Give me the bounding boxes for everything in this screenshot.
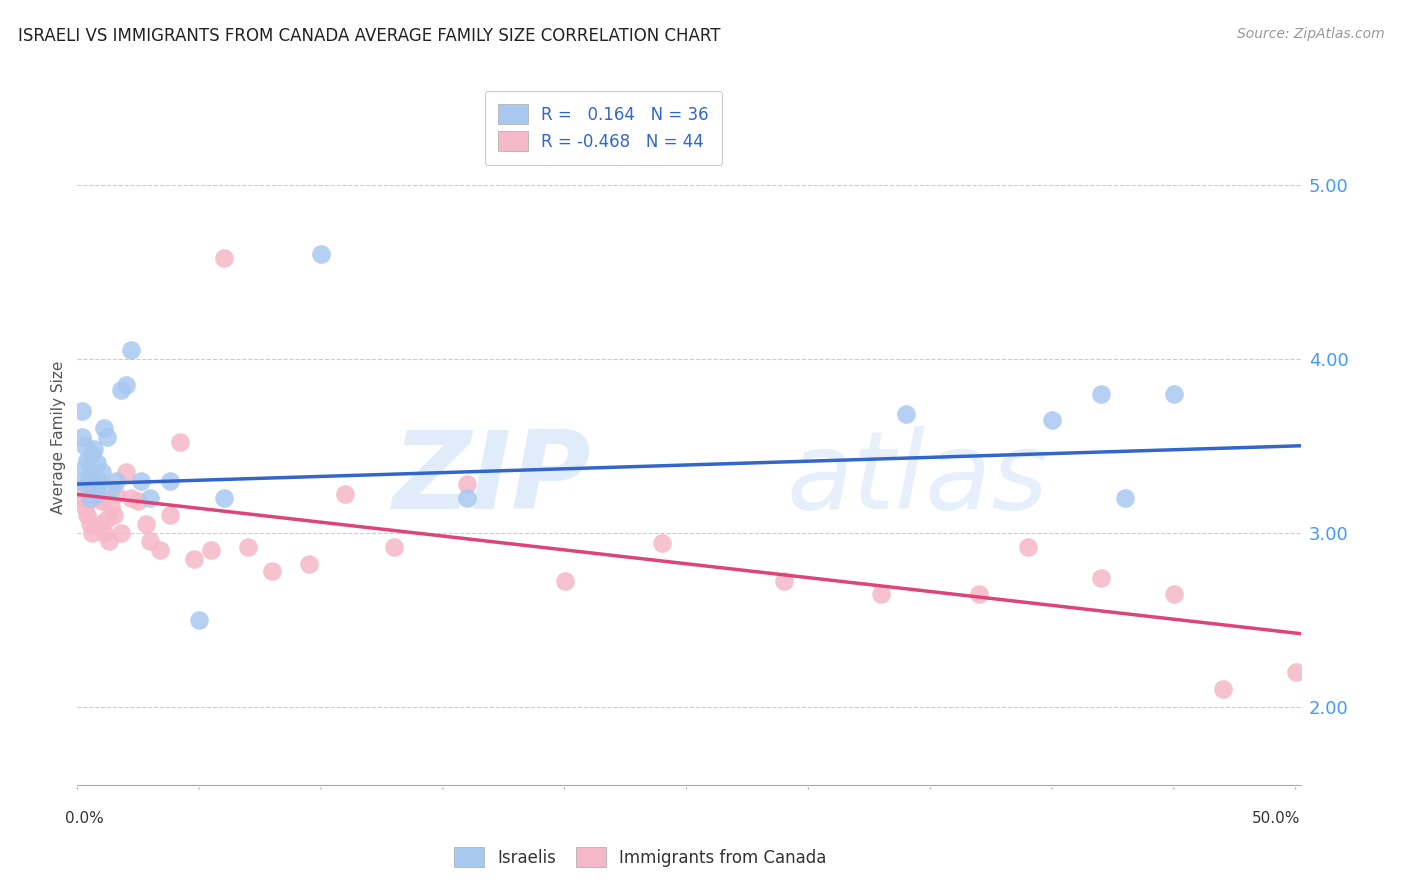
Text: atlas: atlas <box>787 426 1049 532</box>
Point <box>96 430 118 444</box>
Point <box>69 482 91 496</box>
Point <box>894 408 917 422</box>
Point <box>159 508 181 523</box>
Point <box>70 491 93 505</box>
Point <box>115 377 138 392</box>
Text: 50.0%: 50.0% <box>1253 811 1301 826</box>
Point <box>93 525 115 540</box>
Point <box>105 474 128 488</box>
Point <box>382 540 405 554</box>
Point <box>456 491 478 505</box>
Point <box>169 435 191 450</box>
Point <box>73 439 96 453</box>
Point <box>76 452 98 467</box>
Text: ISRAELI VS IMMIGRANTS FROM CANADA AVERAGE FAMILY SIZE CORRELATION CHART: ISRAELI VS IMMIGRANTS FROM CANADA AVERAG… <box>18 27 721 45</box>
Point <box>870 587 893 601</box>
Point <box>80 525 103 540</box>
Point <box>298 557 321 571</box>
Text: 0.0%: 0.0% <box>65 811 104 826</box>
Point <box>93 421 115 435</box>
Point <box>70 404 93 418</box>
Point <box>83 491 105 505</box>
Point <box>79 465 101 479</box>
Point <box>159 474 181 488</box>
Point <box>76 477 98 491</box>
Point <box>262 564 284 578</box>
Point <box>135 516 157 531</box>
Point <box>309 247 332 261</box>
Text: ZIP: ZIP <box>392 425 591 532</box>
Point <box>80 470 103 484</box>
Point <box>127 494 149 508</box>
Point <box>103 508 125 523</box>
Point <box>73 500 96 514</box>
Point <box>212 251 235 265</box>
Point <box>139 534 162 549</box>
Point <box>1090 571 1112 585</box>
Point <box>86 477 108 491</box>
Point <box>98 534 121 549</box>
Point <box>1090 386 1112 401</box>
Point <box>120 491 142 505</box>
Point <box>651 536 673 550</box>
Point <box>70 430 93 444</box>
Point <box>1114 491 1136 505</box>
Point <box>86 487 108 501</box>
Point <box>79 491 101 505</box>
Point <box>212 491 235 505</box>
Y-axis label: Average Family Size: Average Family Size <box>51 360 66 514</box>
Point <box>90 465 112 479</box>
Point <box>120 343 142 357</box>
Point <box>129 474 152 488</box>
Point <box>149 543 172 558</box>
Point <box>456 477 478 491</box>
Point <box>1040 412 1063 426</box>
Legend: Israelis, Immigrants from Canada: Israelis, Immigrants from Canada <box>447 840 834 874</box>
Point <box>105 487 128 501</box>
Point <box>200 543 222 558</box>
Point <box>335 487 357 501</box>
Point <box>89 474 111 488</box>
Point <box>115 465 138 479</box>
Point <box>554 574 576 589</box>
Point <box>89 516 111 531</box>
Point <box>69 474 91 488</box>
Point <box>79 516 101 531</box>
Point <box>1212 682 1234 697</box>
Point <box>110 525 132 540</box>
Point <box>86 456 108 470</box>
Point <box>90 494 112 508</box>
Point <box>96 512 118 526</box>
Point <box>110 383 132 397</box>
Point <box>188 613 211 627</box>
Point <box>73 459 96 474</box>
Point <box>1285 665 1308 679</box>
Point <box>100 482 122 496</box>
Point <box>1163 587 1185 601</box>
Point <box>1017 540 1039 554</box>
Point <box>100 500 122 514</box>
Point <box>76 508 98 523</box>
Point <box>236 540 259 554</box>
Point <box>773 574 796 589</box>
Point <box>1163 386 1185 401</box>
Text: Source: ZipAtlas.com: Source: ZipAtlas.com <box>1237 27 1385 41</box>
Point <box>80 447 103 462</box>
Point <box>967 587 990 601</box>
Point <box>183 551 205 566</box>
Point <box>83 482 105 496</box>
Point <box>139 491 162 505</box>
Point <box>83 442 105 457</box>
